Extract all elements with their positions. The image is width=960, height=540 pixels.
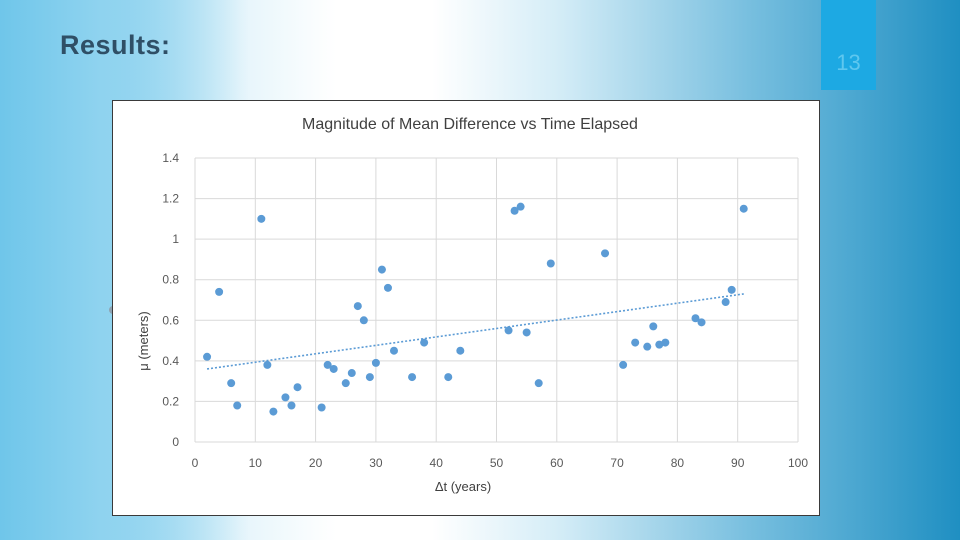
data-point — [534, 379, 543, 388]
data-point — [444, 373, 453, 382]
y-axis-label: μ (meters) — [136, 311, 151, 371]
data-point — [546, 259, 555, 268]
data-point — [456, 346, 465, 355]
x-tick-label: 100 — [788, 456, 808, 470]
x-tick-label: 40 — [430, 456, 444, 470]
data-point — [420, 338, 429, 347]
data-point — [377, 265, 386, 274]
data-point — [631, 338, 640, 347]
slide-title: Results: — [60, 30, 171, 60]
data-point — [263, 360, 272, 369]
data-point — [619, 360, 628, 369]
page-number-tab: 13 — [821, 0, 876, 90]
gridlines — [194, 157, 799, 443]
y-tick-label: 1.4 — [162, 151, 179, 165]
data-point — [697, 318, 706, 327]
page-number: 13 — [836, 50, 861, 75]
chart-frame: Magnitude of Mean Difference vs Time Ela… — [112, 100, 820, 516]
data-point — [227, 379, 236, 388]
x-tick-label: 10 — [249, 456, 263, 470]
y-tick-label: 1 — [172, 232, 179, 246]
data-point — [661, 338, 670, 347]
data-point — [281, 393, 290, 402]
data-point — [522, 328, 531, 337]
data-point — [317, 403, 326, 412]
data-point — [649, 322, 658, 331]
data-point — [215, 287, 224, 296]
x-axis-label: Δt (years) — [435, 479, 491, 494]
data-point — [371, 358, 380, 367]
data-point — [655, 340, 664, 349]
data-point — [293, 383, 302, 392]
x-tick-label: 90 — [731, 456, 745, 470]
x-tick-label: 50 — [490, 456, 504, 470]
trendline — [206, 293, 744, 370]
x-tick-label: 0 — [192, 456, 199, 470]
data-point — [601, 249, 610, 258]
data-point — [408, 373, 417, 382]
data-point — [365, 373, 374, 382]
x-tick-label: 80 — [671, 456, 685, 470]
data-point — [359, 316, 368, 325]
y-tick-label: 0.4 — [162, 354, 179, 368]
y-tick-label: 0.2 — [162, 394, 179, 408]
x-tick-label: 70 — [610, 456, 624, 470]
data-point — [739, 204, 748, 213]
data-point — [643, 342, 652, 351]
chart-title: Magnitude of Mean Difference vs Time Ela… — [302, 116, 638, 133]
data-point — [353, 302, 362, 311]
data-point — [257, 214, 266, 223]
data-point — [341, 379, 350, 388]
y-tick-label: 0 — [172, 435, 179, 449]
trendline-layer — [206, 293, 744, 370]
data-point — [383, 283, 392, 292]
data-point — [691, 314, 700, 323]
scatter-chart: Magnitude of Mean Difference vs Time Ela… — [136, 116, 808, 494]
data-point — [203, 352, 212, 361]
data-point — [329, 364, 338, 373]
y-tick-label: 1.2 — [162, 192, 179, 206]
data-point — [516, 202, 525, 211]
data-point — [269, 407, 278, 416]
data-point — [347, 369, 356, 378]
data-point — [721, 298, 730, 307]
data-point — [323, 360, 332, 369]
data-point — [233, 401, 242, 410]
y-tick-label: 0.6 — [162, 313, 179, 327]
data-point — [504, 326, 513, 335]
y-tick-label: 0.8 — [162, 273, 179, 287]
data-point — [287, 401, 296, 410]
data-point — [727, 285, 736, 294]
x-tick-label: 20 — [309, 456, 323, 470]
data-points — [203, 202, 748, 416]
data-point — [510, 206, 519, 215]
tick-labels: 0 0.2 0.4 0.6 0.8 1 1.2 1.4 0 10 20 30 40 50 60 70 80 90 1… — [162, 151, 808, 470]
x-tick-label: 30 — [369, 456, 383, 470]
data-point — [389, 346, 398, 355]
x-tick-label: 60 — [550, 456, 564, 470]
